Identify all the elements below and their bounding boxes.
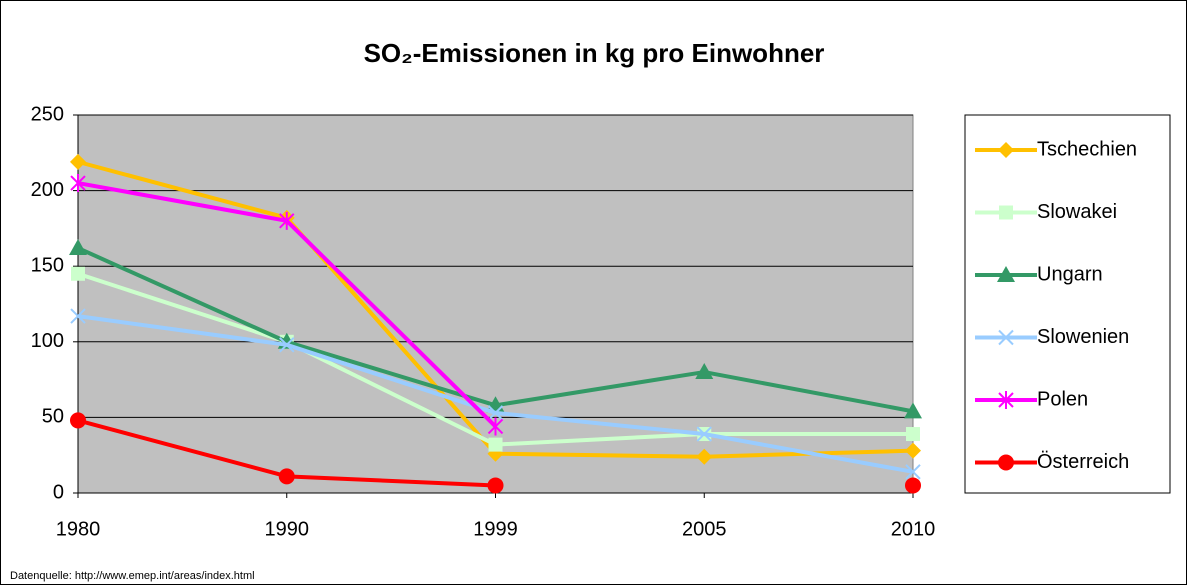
legend-label: Slowenien	[1037, 326, 1129, 348]
legend-marker	[998, 329, 1014, 346]
y-tick-label: 250	[31, 103, 64, 125]
marker	[69, 239, 87, 256]
x-tick-label: 2010	[891, 518, 936, 540]
legend-marker	[997, 266, 1015, 282]
marker	[695, 363, 714, 380]
y-tick-label: 50	[42, 406, 64, 428]
y-tick-label: 100	[31, 330, 64, 352]
marker	[696, 426, 712, 442]
marker	[71, 266, 85, 281]
marker	[70, 174, 86, 193]
y-tick-label: 150	[31, 254, 64, 276]
source-note: Datenquelle: http://www.emep.int/areas/i…	[10, 570, 255, 582]
marker	[488, 437, 503, 452]
legend-marker	[998, 142, 1014, 158]
marker	[279, 337, 295, 353]
legend-label: Tschechien	[1037, 138, 1137, 160]
marker	[487, 477, 504, 494]
marker	[905, 464, 921, 480]
marker	[70, 412, 86, 429]
marker	[70, 153, 86, 170]
y-tick-label: 200	[31, 179, 64, 201]
legend-label: Österreich	[1037, 451, 1129, 473]
legend-marker	[998, 391, 1014, 409]
legend-label: Polen	[1037, 388, 1088, 410]
x-tick-label: 1980	[56, 518, 101, 540]
marker	[904, 402, 922, 419]
legend-label: Ungarn	[1037, 263, 1103, 285]
legend-marker	[998, 454, 1014, 471]
chart-title: SO₂-Emissionen in kg pro Einwohner	[364, 38, 825, 68]
x-tick-label: 2005	[682, 518, 727, 540]
legend-marker	[999, 205, 1013, 220]
marker	[487, 417, 504, 436]
marker	[905, 477, 921, 494]
marker	[696, 448, 713, 465]
marker	[278, 468, 295, 485]
marker	[906, 427, 920, 442]
marker	[905, 442, 921, 459]
x-tick-label: 1990	[265, 518, 310, 540]
legend	[964, 114, 1171, 494]
legend-label: Slowakei	[1037, 201, 1117, 223]
marker	[279, 211, 295, 230]
x-tick-label: 1999	[473, 518, 518, 540]
marker	[70, 308, 86, 324]
marker	[487, 405, 504, 421]
y-tick-label: 0	[53, 481, 64, 503]
